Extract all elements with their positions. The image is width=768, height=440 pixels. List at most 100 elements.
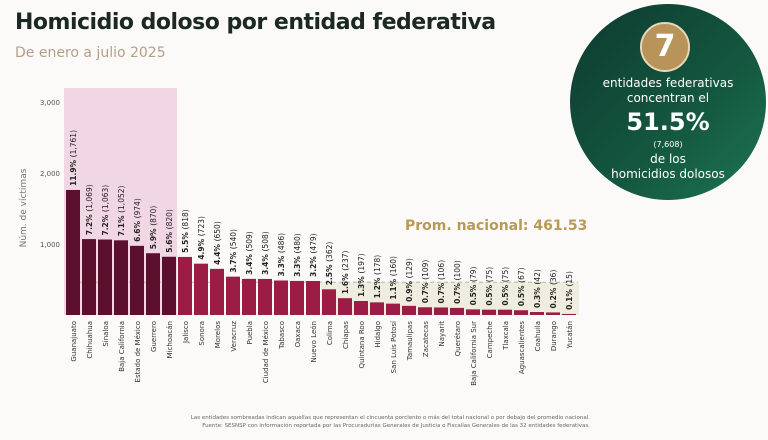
data-label: 0.5% (75)	[501, 267, 510, 306]
percent-label: 3.4%	[245, 251, 254, 274]
data-label: 0.7% (106)	[437, 260, 446, 304]
callout-text-bottom: de los homicidios dolosos	[570, 152, 766, 182]
bar-baja-california	[114, 240, 128, 315]
bar-jalisco	[178, 256, 192, 315]
data-label: 3.4% (508)	[261, 231, 270, 275]
data-label: 0.1% (15)	[565, 271, 574, 310]
x-tick-label: Zacatecas	[422, 321, 430, 357]
percent-label: 5.6%	[165, 229, 174, 252]
value-label: (1,063)	[101, 185, 110, 212]
percent-label: 2.5%	[325, 262, 334, 285]
value-label: (36)	[549, 270, 558, 285]
callout-line1: entidades federativas	[602, 76, 734, 90]
value-label: (486)	[277, 233, 286, 253]
data-label: 1.1% (160)	[389, 256, 398, 300]
bar-morelos	[210, 268, 224, 315]
data-label: 5.9% (870)	[149, 206, 158, 250]
x-tick-label: Tamaulipas	[406, 321, 414, 362]
bar-guerrero	[146, 253, 160, 315]
percent-label: 5.5%	[181, 230, 190, 253]
x-tick-label: Querétaro	[454, 321, 462, 356]
value-label: (820)	[165, 209, 174, 229]
x-tick-label: Nuevo León	[310, 321, 318, 362]
data-label: 0.5% (67)	[517, 267, 526, 306]
percent-label: 0.7%	[421, 280, 430, 303]
data-label: 5.6% (820)	[165, 209, 174, 253]
bar-san-luis-potosí	[386, 303, 400, 315]
data-label: 1.3% (197)	[357, 253, 366, 297]
percent-label: 3.2%	[309, 254, 318, 277]
bar-hidalgo	[370, 302, 384, 315]
value-label: (1,052)	[117, 185, 126, 212]
data-label: 7.2% (1,063)	[101, 185, 110, 236]
bar-chihuahua	[82, 239, 96, 315]
x-tick-label: Chiapas	[342, 321, 350, 349]
bar-baja-california-sur	[466, 309, 480, 315]
value-label: (100)	[453, 260, 462, 280]
x-tick-label: Morelos	[214, 321, 222, 349]
bar-veracruz	[226, 276, 240, 315]
page-title: Homicidio doloso por entidad federativa	[15, 10, 496, 35]
x-tick-label: Baja California Sur	[470, 321, 478, 386]
callout-line4: homicidios dolosos	[611, 167, 725, 181]
data-label: 3.7% (540)	[229, 229, 238, 273]
x-tick-label: San Luis Potosí	[390, 320, 398, 373]
bar-tamaulipas	[402, 305, 416, 315]
value-label: (650)	[213, 221, 222, 241]
percent-label: 0.5%	[501, 282, 510, 305]
callout-victims: (7,608)	[653, 140, 683, 149]
x-tick-label: Estado de México	[134, 321, 142, 382]
percent-label: 4.9%	[197, 236, 206, 259]
percent-label: 0.5%	[485, 282, 494, 305]
bar-aguascalientes	[514, 310, 528, 315]
value-label: (106)	[437, 260, 446, 280]
percent-label: 3.3%	[277, 253, 286, 276]
y-axis-label: Núm. de víctimas	[19, 168, 29, 247]
data-label: 3.4% (509)	[245, 231, 254, 275]
bar-ciudad-de-méxico	[258, 278, 272, 315]
y-tick-label: 3,000	[40, 99, 60, 107]
footnote: Las entidades sombreadas indican aquella…	[20, 414, 590, 430]
percent-label: 7.2%	[101, 212, 110, 235]
x-tick-label: Ciudad de México	[262, 321, 270, 383]
value-label: (508)	[261, 231, 270, 251]
bar-michoacán	[162, 256, 176, 315]
value-label: (42)	[533, 269, 542, 284]
y-tick-label: 1,000	[40, 241, 60, 249]
x-tick-label: Baja California	[118, 321, 126, 372]
x-tick-label: Puebla	[246, 321, 254, 345]
data-label: 11.9% (1,761)	[69, 130, 78, 186]
percent-label: 1.6%	[341, 271, 350, 294]
bar-puebla	[242, 278, 256, 315]
data-label: 0.5% (79)	[469, 266, 478, 305]
data-label: 0.2% (36)	[549, 270, 558, 309]
data-label: 0.9% (129)	[405, 258, 414, 302]
bar-tabasco	[274, 280, 288, 315]
x-tick-label: Aguascalientes	[518, 321, 526, 374]
bar-guanajuato	[66, 189, 80, 315]
x-tick-label: Hidalgo	[374, 321, 382, 348]
callout-line3: de los	[650, 152, 686, 166]
data-label: 0.3% (42)	[533, 269, 542, 308]
callout-text-top: entidades federativas concentran el	[570, 76, 766, 106]
value-label: (818)	[181, 209, 190, 229]
percent-label: 1.1%	[389, 276, 398, 299]
value-label: (870)	[149, 206, 158, 226]
value-label: (160)	[389, 256, 398, 276]
x-tick-label: Colima	[326, 321, 334, 345]
data-label: 6.6% (974)	[133, 198, 142, 242]
value-label: (67)	[517, 267, 526, 282]
value-label: (540)	[229, 229, 238, 249]
value-label: (1,761)	[69, 130, 78, 157]
footnote-shading: Las entidades sombreadas indican aquella…	[190, 415, 590, 421]
percent-label: 1.2%	[373, 275, 382, 298]
data-label: 3.3% (480)	[293, 233, 302, 277]
average-label: Prom. nacional: 461.53	[405, 218, 588, 234]
bar-campeche	[482, 309, 496, 315]
data-label: 7.1% (1,052)	[117, 185, 126, 236]
data-label: 1.2% (178)	[373, 255, 382, 299]
y-tick-label: 2,000	[40, 170, 60, 178]
bar-nuevo-león	[306, 280, 320, 315]
percent-label: 3.7%	[229, 249, 238, 272]
value-label: (237)	[341, 251, 350, 271]
